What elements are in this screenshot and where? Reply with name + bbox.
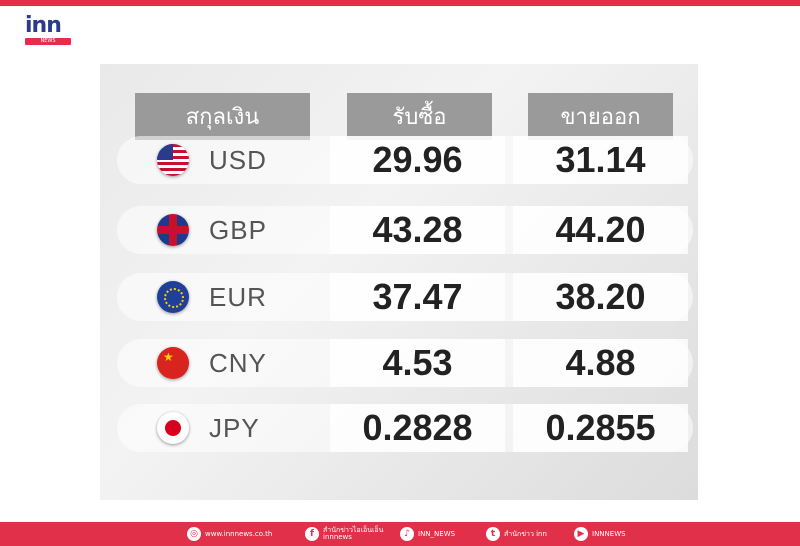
japan-flag-icon [157, 412, 189, 444]
logo-sub: NEWS [25, 38, 71, 45]
currency-code: GBP [209, 215, 267, 245]
twitter-icon: t [486, 527, 500, 541]
header-currency: สกุลเงิน [135, 93, 310, 140]
footer-website[interactable]: ◎ www.innnews.co.th [187, 527, 272, 541]
footer-tiktok[interactable]: ♪ INN_NEWS [400, 527, 455, 541]
header-sell: ขายออก [528, 93, 673, 140]
sell-rate: 31.14 [513, 136, 688, 184]
exchange-rate-panel: สกุลเงิน รับซื้อ ขายออก USD 29.96 31.14 … [100, 64, 698, 500]
tiktok-icon: ♪ [400, 527, 414, 541]
table-row: CNY 4.53 4.88 [117, 339, 693, 387]
buy-rate: 4.53 [330, 339, 505, 387]
buy-rate: 29.96 [330, 136, 505, 184]
youtube-icon: ▶ [574, 527, 588, 541]
footer-twitter[interactable]: t สำนักข่าว inn [486, 527, 547, 541]
table-row: JPY 0.2828 0.2855 [117, 404, 693, 452]
table-row: GBP 43.28 44.20 [117, 206, 693, 254]
china-flag-icon [157, 347, 189, 379]
uk-flag-icon [157, 214, 189, 246]
eu-flag-icon [157, 281, 189, 313]
sell-rate: 0.2855 [513, 404, 688, 452]
inn-news-logo[interactable]: inn NEWS [25, 13, 71, 46]
footer-youtube[interactable]: ▶ INNNEWS [574, 527, 626, 541]
footer: ◎ www.innnews.co.th f สำนักข่าวไอเอ็นเอ็น … [0, 522, 800, 546]
buy-rate: 37.47 [330, 273, 505, 321]
buy-rate: 0.2828 [330, 404, 505, 452]
currency-code: USD [209, 145, 267, 175]
currency-code: EUR [209, 282, 267, 312]
table-row: EUR 37.47 38.20 [117, 273, 693, 321]
globe-icon: ◎ [187, 527, 201, 541]
currency-code: JPY [209, 413, 260, 443]
footer-facebook[interactable]: f สำนักข่าวไอเอ็นเอ็น innnews [305, 527, 403, 541]
sell-rate: 38.20 [513, 273, 688, 321]
us-flag-icon [157, 144, 189, 176]
logo-text: inn [25, 13, 62, 38]
sell-rate: 4.88 [513, 339, 688, 387]
facebook-icon: f [305, 527, 319, 541]
buy-rate: 43.28 [330, 206, 505, 254]
sell-rate: 44.20 [513, 206, 688, 254]
table-row: USD 29.96 31.14 [117, 136, 693, 184]
currency-code: CNY [209, 348, 267, 378]
header-buy: รับซื้อ [347, 93, 492, 140]
top-bar [0, 0, 800, 6]
